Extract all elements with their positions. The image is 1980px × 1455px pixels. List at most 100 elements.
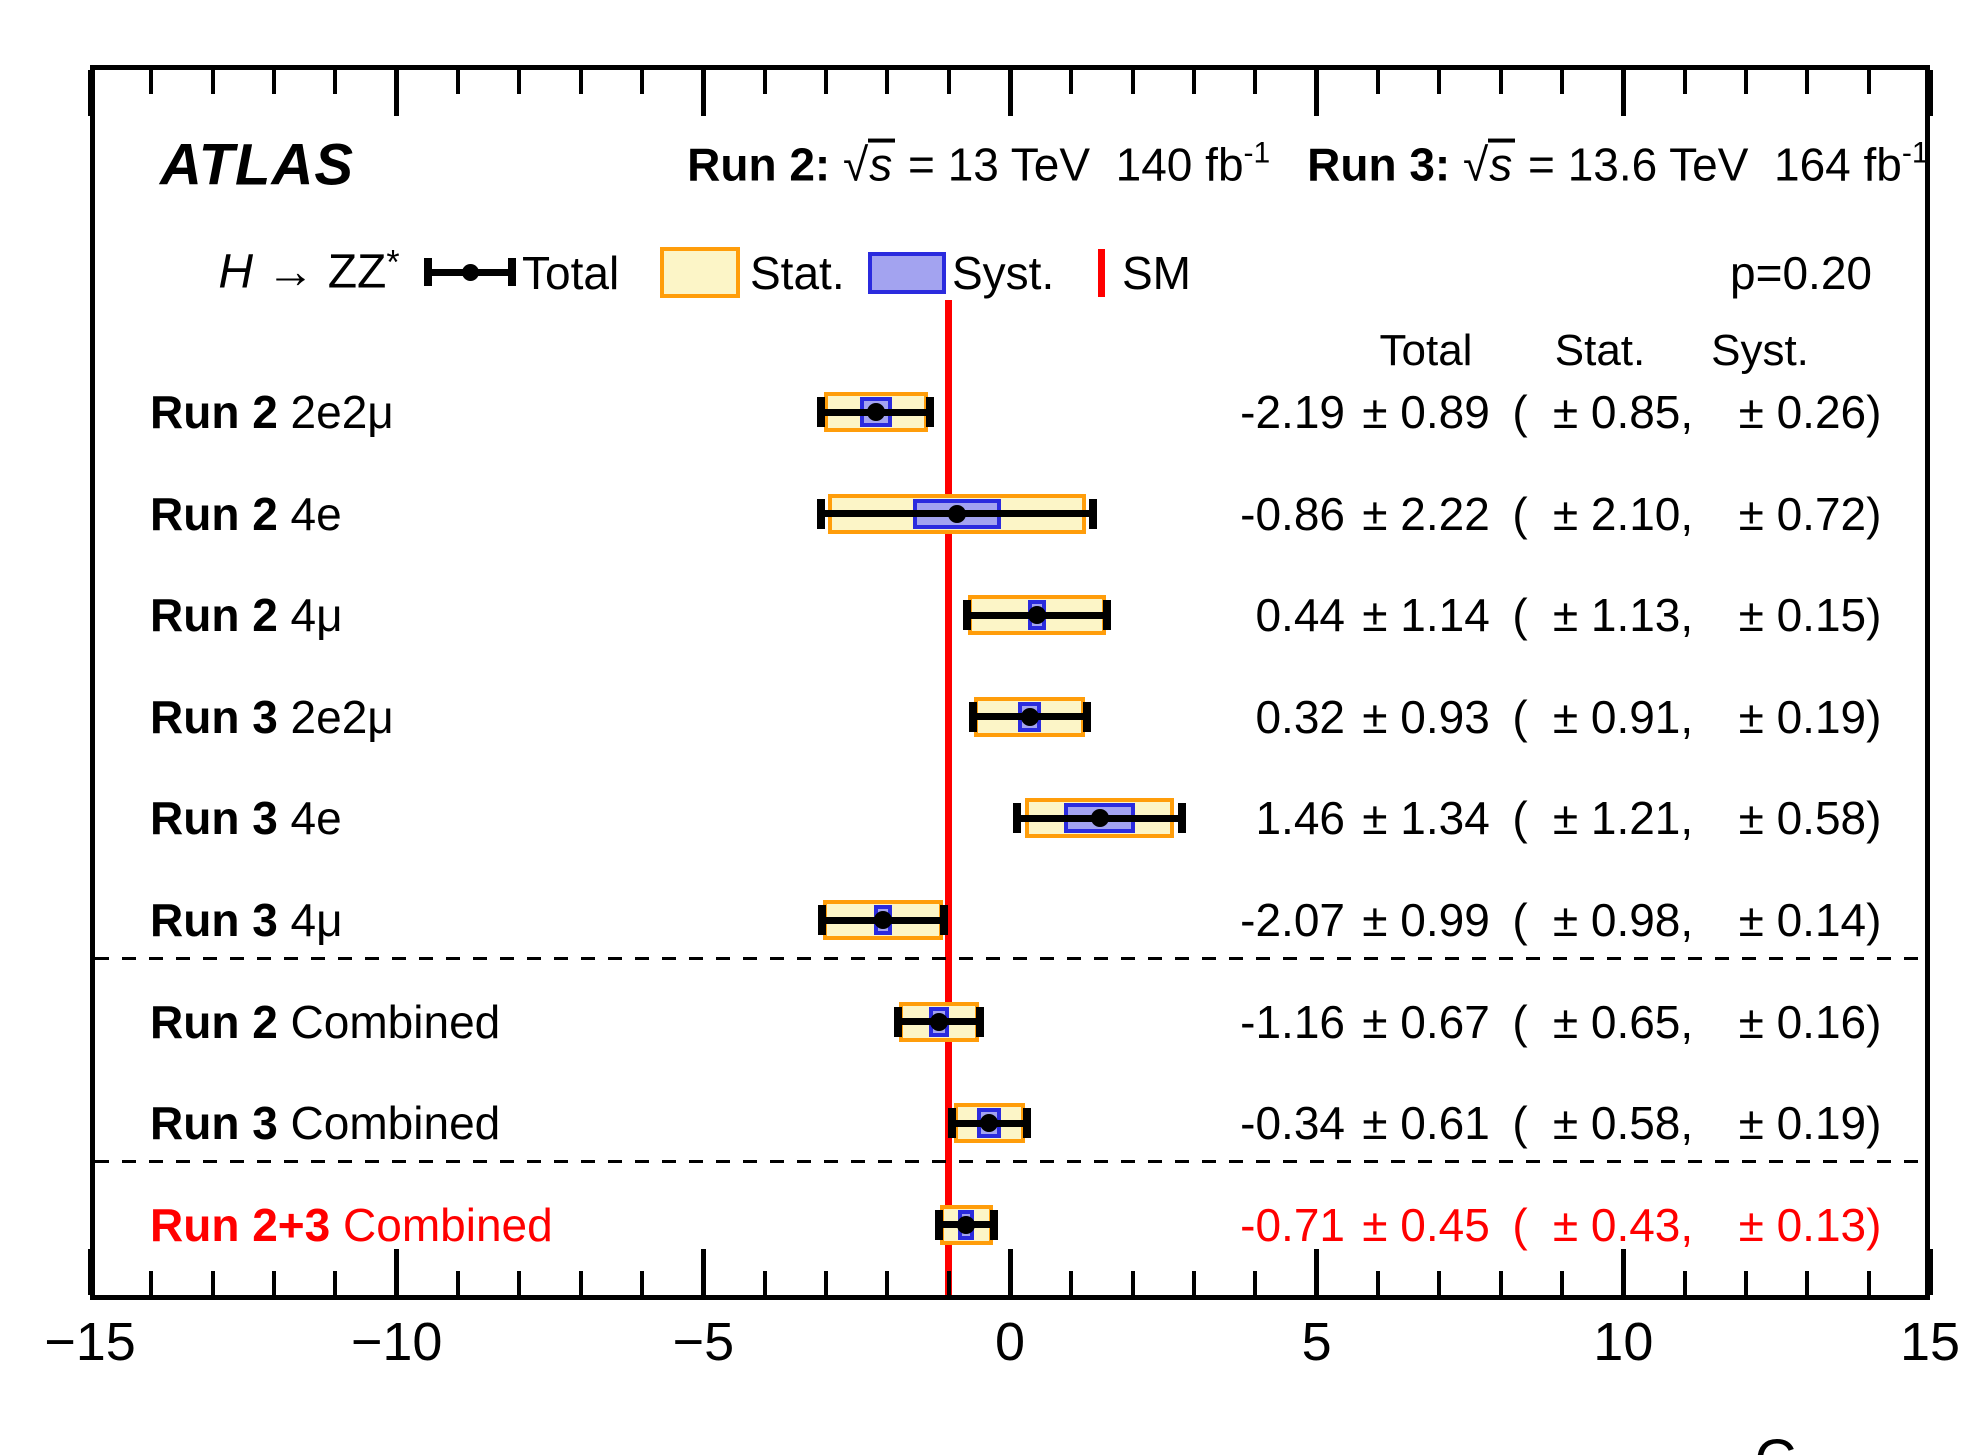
axis-tick-bottom <box>1192 1271 1196 1295</box>
axis-tick-bottom <box>456 1271 460 1295</box>
row-syst-uncertainty: ± 0.19) <box>1738 690 1882 743</box>
row-value: -0.34 <box>1240 1097 1345 1150</box>
axis-tick-label: 5 <box>1301 1312 1332 1372</box>
row-label-channel: 4μ <box>277 589 343 642</box>
row-total-uncertainty: ± 1.34 <box>1362 792 1490 845</box>
axis-tick-bottom <box>210 1271 215 1295</box>
row-total-uncertainty: ± 2.22 <box>1362 487 1490 540</box>
row-total-uncertainty: ± 0.99 <box>1362 893 1490 946</box>
axis-tick-bottom <box>1376 1271 1380 1295</box>
run3-label: Run 3: <box>1307 138 1464 191</box>
total-errorbar-cap <box>893 1006 902 1037</box>
row-label: Run 3 Combined <box>150 1099 500 1147</box>
axis-tick-bottom <box>885 1271 890 1295</box>
column-header-syst: Syst. <box>1711 325 1809 375</box>
row-paren: ( <box>1512 589 1528 642</box>
row-label-channel: 4e <box>277 792 342 845</box>
row-paren: ( <box>1512 487 1528 540</box>
axis-tick-bottom <box>87 1249 93 1295</box>
sqrt-sign: √ <box>1463 138 1489 191</box>
row-total-uncertainty: ± 0.93 <box>1362 690 1490 743</box>
axis-tick-top <box>824 70 828 94</box>
axis-tick-bottom <box>1007 1249 1013 1295</box>
decay-arrow-zz: → ZZ <box>253 245 387 299</box>
p-value-label: p=0.20 <box>1730 246 1872 299</box>
zz-star: * <box>386 243 400 282</box>
axis-tick-label: −5 <box>672 1312 735 1372</box>
total-errorbar-cap <box>817 498 826 529</box>
row-label-channel: 2e2μ <box>277 385 394 438</box>
central-value-dot <box>866 403 885 421</box>
total-errorbar-cap <box>1013 803 1022 834</box>
group-separator-line <box>95 1160 1925 1163</box>
axis-tick-label: 10 <box>1593 1312 1654 1372</box>
axis-tick-bottom <box>1927 1249 1933 1295</box>
row-paren: ( <box>1512 792 1528 845</box>
higgs-symbol: H <box>218 245 254 299</box>
axis-tick-bottom <box>1744 1271 1748 1295</box>
row-label-channel: Combined <box>277 1097 501 1150</box>
axis-tick-bottom <box>272 1271 276 1295</box>
row-label-channel: 4μ <box>277 893 343 946</box>
row-value: -0.71 <box>1240 1198 1345 1251</box>
total-errorbar-cap <box>1102 600 1111 631</box>
axis-tick-bottom <box>1069 1271 1074 1295</box>
axis-tick-bottom <box>1314 1249 1320 1295</box>
axis-tick-top <box>1192 70 1196 94</box>
row-label-run: Run 2 <box>150 487 278 540</box>
legend-syst-label: Syst. <box>952 246 1055 299</box>
row-paren: ( <box>1512 1097 1528 1150</box>
axis-tick-bottom <box>333 1271 338 1295</box>
row-stat-uncertainty: ± 0.43, <box>1552 1198 1694 1251</box>
total-errorbar-cap <box>934 1209 943 1240</box>
axis-tick-top <box>1498 70 1503 94</box>
row-value: -2.19 <box>1240 385 1345 438</box>
axis-tick-bottom <box>762 1271 767 1295</box>
plot-frame <box>90 65 1930 1300</box>
row-label-channel: Combined <box>330 1198 553 1251</box>
row-label: Run 2 Combined <box>150 997 500 1045</box>
x-axis-title: C2,1,2,-1 <box>1690 1360 1940 1455</box>
column-header-total: Total <box>1379 325 1473 375</box>
run3-conditions: Run 3: √s = 13.6 TeV 164 fb-1 <box>1256 91 1928 238</box>
row-label-run: Run 3 <box>150 792 278 845</box>
row-label-run: Run 3 <box>150 893 278 946</box>
run2-conditions: Run 2: √s = 13 TeV 140 fb-1 <box>636 91 1270 238</box>
axis-tick-top <box>1069 70 1074 94</box>
run3-energy-lumi: = 13.6 TeV 164 fb <box>1515 138 1902 191</box>
axis-tick-top <box>1007 70 1013 116</box>
axis-tick-label: 15 <box>1899 1312 1961 1372</box>
axis-tick-top <box>1620 70 1626 116</box>
row-stat-uncertainty: ± 0.65, <box>1552 995 1694 1048</box>
axis-tick-top <box>1314 70 1320 116</box>
axis-tick-bottom <box>1866 1271 1871 1295</box>
axis-tick-top <box>885 70 890 94</box>
row-value: 0.32 <box>1255 690 1345 743</box>
axis-tick-top <box>1376 70 1380 94</box>
row-paren: ( <box>1512 995 1528 1048</box>
row-paren: ( <box>1512 385 1528 438</box>
axis-tick-top <box>210 70 215 94</box>
stat-swatch-icon <box>660 247 740 298</box>
central-value-dot <box>1090 809 1109 828</box>
central-value-dot <box>957 1215 976 1234</box>
axis-tick-bottom <box>946 1271 951 1295</box>
axis-tick-bottom <box>1498 1271 1503 1295</box>
axis-tick-bottom <box>1130 1271 1135 1295</box>
axis-tick-top <box>946 70 951 94</box>
row-stat-uncertainty: ± 1.21, <box>1552 792 1694 845</box>
axis-tick-top <box>1682 70 1687 94</box>
row-total-uncertainty: ± 0.89 <box>1362 385 1490 438</box>
process-label: H → ZZ* <box>165 197 400 348</box>
axis-tick-bottom <box>1253 1271 1258 1295</box>
axis-tick-top <box>700 70 706 116</box>
axis-tick-bottom <box>578 1271 583 1295</box>
axis-tick-top <box>456 70 460 94</box>
row-value: -1.16 <box>1240 995 1345 1048</box>
sqrt-s: s <box>868 138 896 188</box>
axis-tick-top <box>87 70 93 116</box>
row-total-uncertainty: ± 0.45 <box>1362 1198 1490 1251</box>
row-syst-uncertainty: ± 0.16) <box>1738 995 1882 1048</box>
